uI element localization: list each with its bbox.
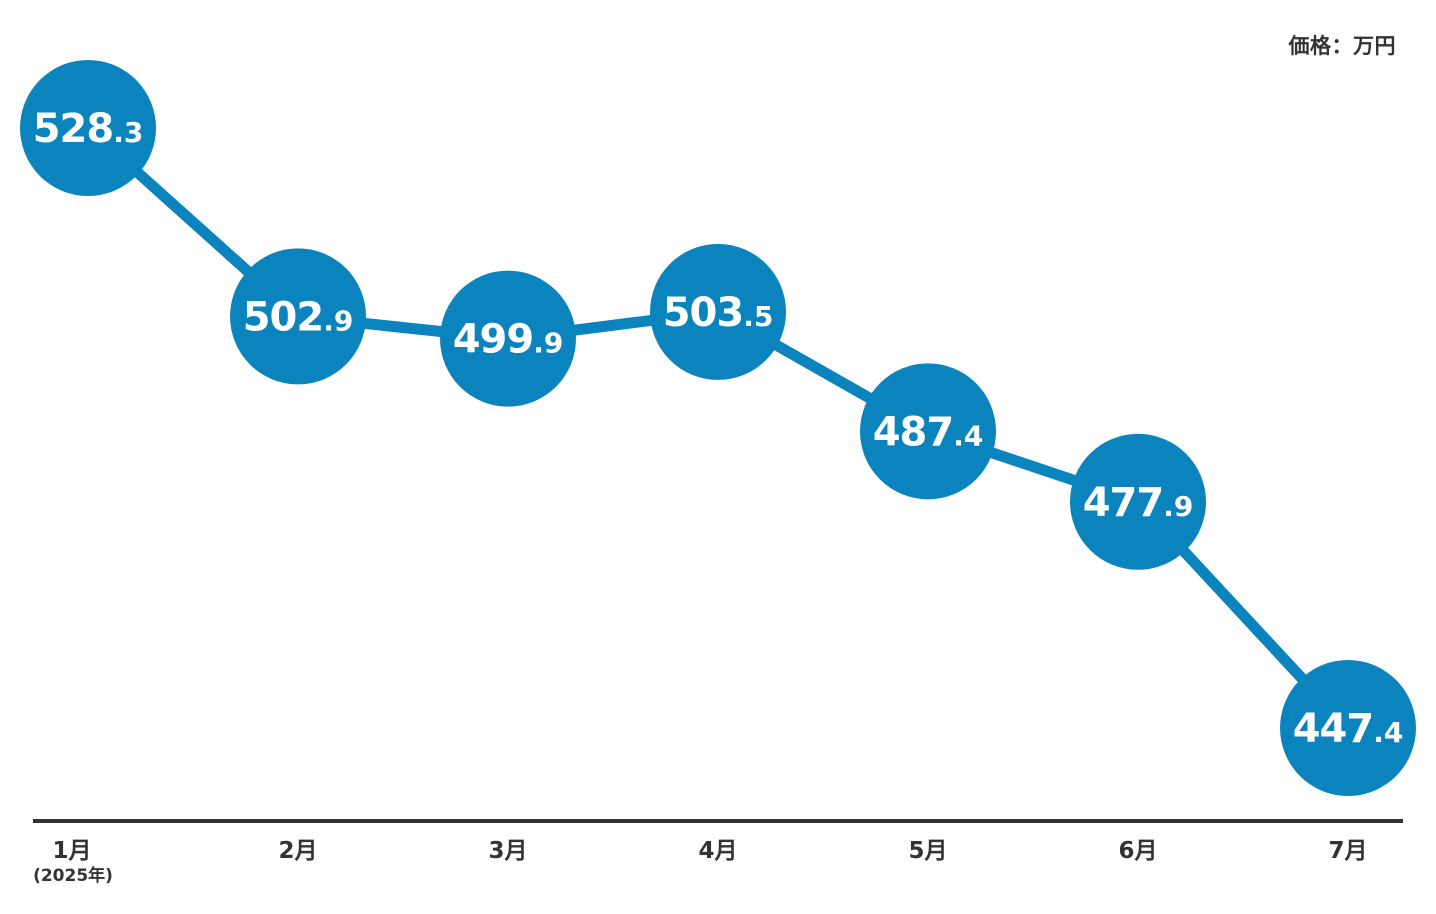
data-label: 487.4 [873,409,984,455]
data-point: 447.4 [1280,660,1416,796]
data-point: 502.9 [230,248,366,385]
data-point: 487.4 [860,363,996,500]
data-label: 528.3 [33,106,144,152]
x-tick-label: 2月 [278,838,317,864]
data-label: 503.5 [663,290,774,336]
data-point: 499.9 [440,270,576,407]
data-point-marker [20,60,156,196]
data-point: 503.5 [650,243,786,380]
series-line [82,122,1354,734]
data-label: 499.9 [453,317,564,363]
data-point-marker [1070,433,1206,570]
marker-layer: 528.3 502.9 499.9 503.5 487.4 477.9 447.4 [20,60,1416,796]
tick-layer: 1月(2025年) 2月 3月 4月 5月 6月 7月 [33,838,1367,886]
x-tick-label: 6月 [1118,838,1157,864]
data-point: 477.9 [1070,433,1206,570]
data-point-marker [1280,660,1416,796]
data-point-marker [230,248,366,385]
line-layer [82,122,1354,734]
data-label: 502.9 [243,294,354,340]
data-label: 447.4 [1293,706,1404,752]
x-tick-label: 1月 [52,838,91,864]
x-tick-sublabel: (2025年) [33,865,113,886]
data-label: 477.9 [1083,480,1194,526]
x-tick-label: 4月 [698,838,737,864]
x-tick-label: 3月 [488,838,527,864]
data-point-marker [650,243,786,380]
unit-label: 価格：万円 [1288,34,1396,58]
data-point-marker [860,363,996,500]
x-tick-label: 7月 [1328,838,1367,864]
data-point: 528.3 [20,60,156,196]
x-tick-label: 5月 [908,838,947,864]
data-point-marker [440,270,576,407]
